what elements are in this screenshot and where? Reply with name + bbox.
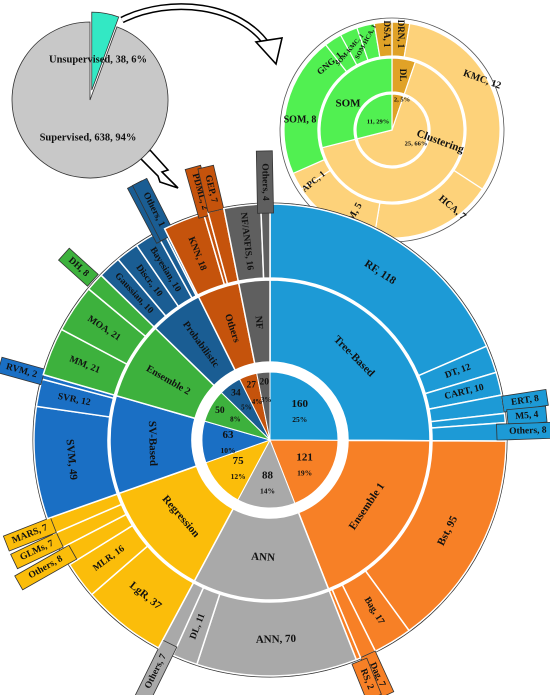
sup-inner-value-regression: 75 — [233, 455, 245, 467]
sup-inner-slice-nf — [256, 371, 271, 441]
unsup-inner-slice-25-66 — [356, 95, 429, 167]
sup-inner-pct-tree-based: 25% — [292, 415, 307, 424]
sup-callout-box-probabilistic-others-1 — [131, 177, 176, 242]
arrow-down — [138, 148, 179, 189]
pie-slice-unsupervised — [91, 11, 120, 91]
sup-callout-box-ensemble-1-rs-2 — [351, 657, 382, 695]
unsup-middle-label-dl: DL — [398, 69, 408, 82]
unsup-middle-slice-som — [319, 57, 393, 149]
sup-inner-pct-ann: 14% — [260, 487, 275, 496]
sup-inner-pct-others: 4% — [252, 398, 263, 406]
pie-label-unsupervised: Unsupervised, 38, 6% — [49, 54, 147, 65]
sup-inner-value-sv-based: 63 — [223, 429, 235, 441]
sup-callout-box-ensemble-2-dh-8 — [57, 247, 99, 287]
sup-inner-pct-ensemble-2: 8% — [230, 415, 241, 423]
sup-outer-label-tree-based-ert-8: ERT, 8 — [510, 394, 539, 408]
sup-outer-label-nf-others-4: Others, 4 — [259, 163, 270, 201]
sup-callout-box-nf-others-4 — [255, 150, 274, 214]
sup-middle-label-nf: NF — [252, 315, 264, 329]
unsup-outer-slice-dsa-1 — [373, 21, 393, 58]
pie-slice-supervised — [11, 21, 169, 179]
arrow-body — [121, 4, 270, 48]
sup-inner-value-nf: 20 — [260, 377, 270, 387]
unsup-outer-label-dsa-1: DSA, 1 — [382, 20, 392, 48]
unsup-middle-label-som: SOM — [335, 98, 361, 110]
sup-middle-label-ann: ANN — [251, 551, 276, 564]
sup-callout-box-regression-mars-7 — [2, 517, 57, 552]
sup-outer-label-ann-ann-70: ANN, 70 — [256, 633, 297, 646]
sup-inner-pct-ensemble-1: 19% — [297, 468, 312, 477]
sup-inner-pct-nf: 3% — [261, 396, 272, 404]
sup-middle-label-sv-based: SV-Based — [146, 421, 159, 466]
unsup-inner-label-dl: 2, 5% — [394, 96, 410, 103]
unsup-outer-label-drn-1: DRN, 1 — [396, 20, 406, 49]
unsup-outer-label-som-8: SOM, 8 — [284, 114, 317, 125]
sup-inner-slice-ann — [237, 438, 296, 509]
sup-callout-box-ann-others-7 — [134, 639, 178, 695]
sup-callout-box-regression-glms-7 — [10, 532, 64, 570]
sup-outer-label-tree-based-m5-4: M5, 4 — [515, 410, 539, 422]
arrow-head — [254, 37, 284, 66]
sup-inner-value-ensemble-2: 50 — [215, 406, 225, 416]
sup-callout-box-sv-based-rvm-2 — [0, 356, 46, 386]
sup-middle-slice-ensemble-1 — [297, 439, 431, 590]
sup-callout-box-regression-others-8 — [14, 544, 78, 591]
sup-middle-slice-nf — [237, 279, 271, 365]
sup-inner-slice-ensemble-1 — [269, 439, 339, 504]
sup-outer-label-sv-based-svm-49: SVM, 49 — [63, 439, 79, 481]
sup-inner-value-tree-based: 160 — [292, 398, 309, 410]
unsup-inner-label-clustering: 25, 66% — [405, 140, 428, 147]
sup-outer-label-tree-based-others-8: Others, 8 — [509, 426, 547, 437]
sup-inner-value-ann: 88 — [262, 469, 274, 481]
sup-middle-slice-tree-based — [269, 279, 431, 442]
pie-label-supervised: Supervised, 638, 94% — [40, 132, 137, 143]
sup-inner-pct-probabilistic: 5% — [241, 403, 252, 411]
sup-inner-value-probabilistic: 34 — [231, 388, 241, 398]
sup-inner-value-ensemble-1: 121 — [296, 451, 313, 463]
sup-inner-pct-regression: 12% — [231, 472, 246, 481]
sup-callout-box-tree-based-others-8 — [496, 421, 550, 441]
unsup-middle-slice-clustering — [321, 61, 465, 203]
sup-inner-slice-tree-based — [269, 371, 339, 441]
unsup-inner-slice-11-29 — [355, 93, 393, 140]
sup-inner-value-others: 27 — [246, 380, 256, 390]
sup-callout-box-others-gep-7 — [197, 164, 225, 213]
unsup-inner-label-som: 11, 29% — [367, 118, 389, 125]
sup-inner-pct-sv-based: 10% — [221, 446, 236, 455]
